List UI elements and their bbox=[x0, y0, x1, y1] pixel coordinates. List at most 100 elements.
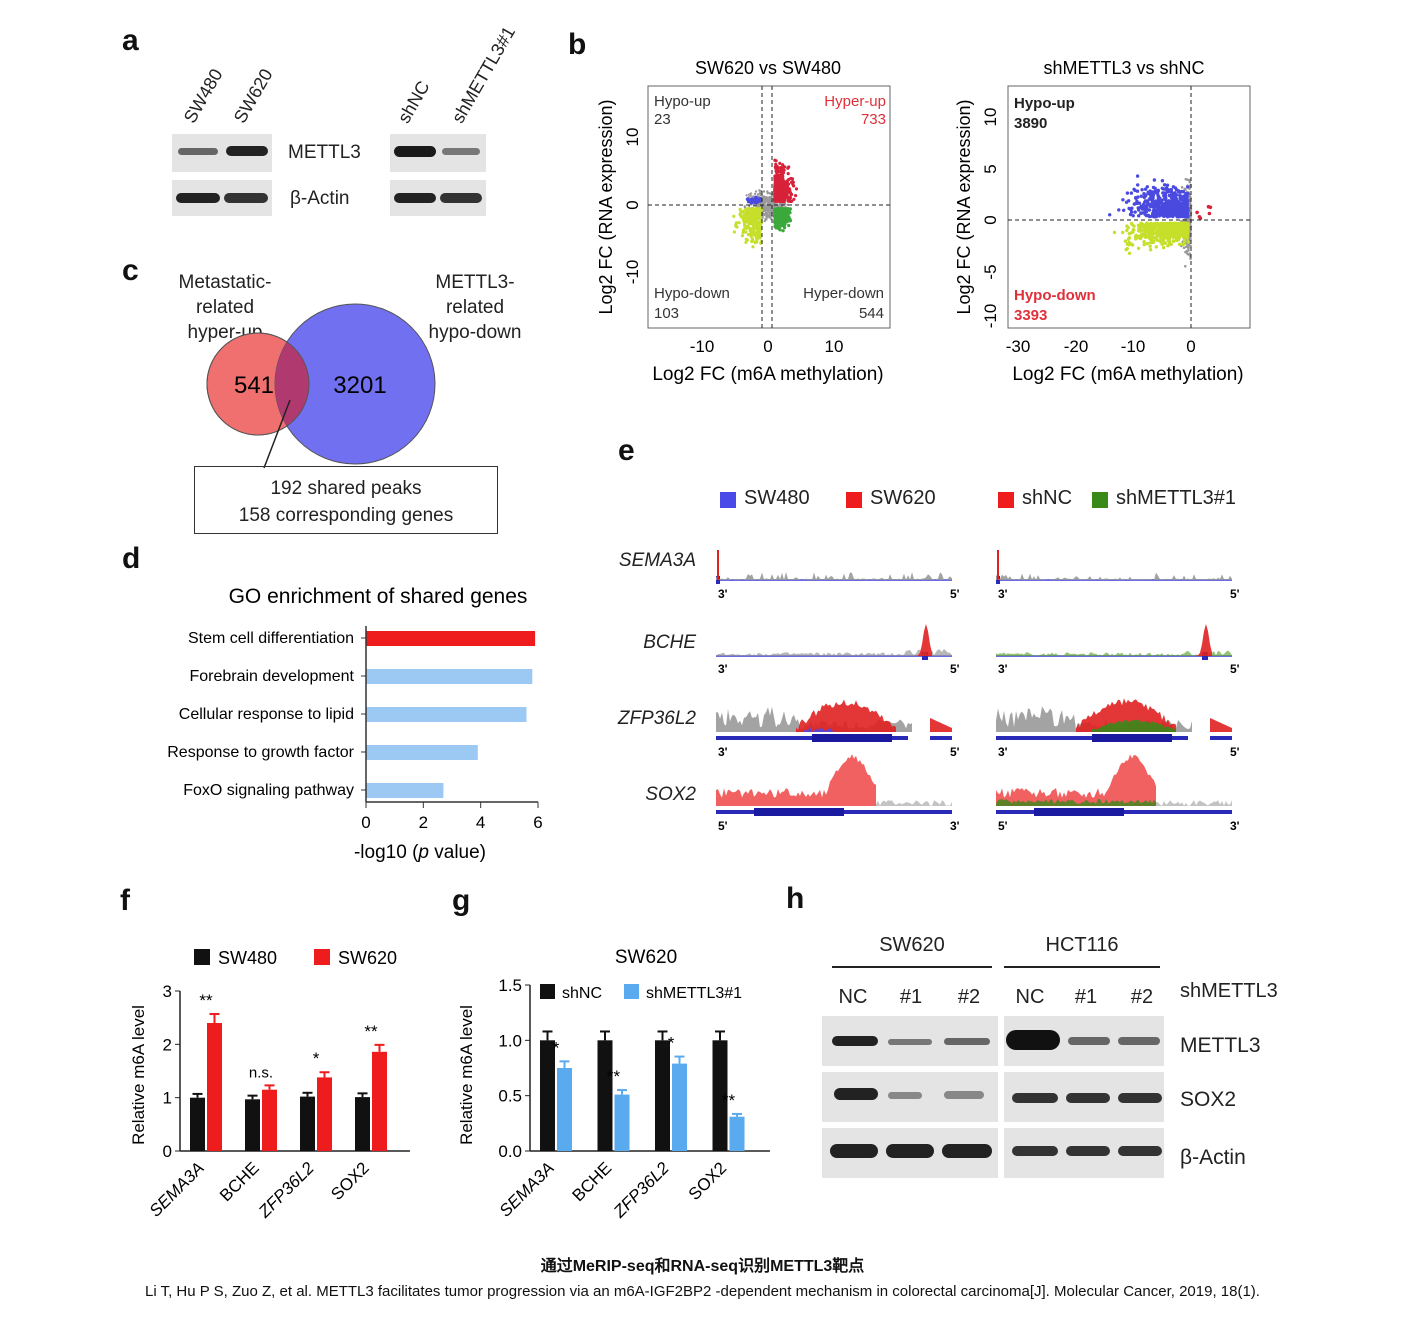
y-tick-label: 0.5 bbox=[498, 1087, 522, 1106]
b-right-point-hypo-down bbox=[1174, 231, 1178, 235]
significance-label: ** bbox=[364, 1022, 378, 1041]
h-blot-actin-sw620 bbox=[822, 1128, 998, 1178]
b-right-point-hypo-up bbox=[1117, 208, 1121, 212]
b-right-point-hypo-down bbox=[1178, 229, 1183, 234]
coverage-area-grey bbox=[716, 706, 912, 732]
h-lane-2-1: #2 bbox=[957, 986, 981, 1008]
b-left-point-hyper-up bbox=[773, 180, 777, 184]
b-left-point-hyper-down bbox=[787, 223, 791, 228]
significance-label: * bbox=[313, 1049, 320, 1068]
b-right-point-hypo-down bbox=[1154, 221, 1158, 226]
b-right-point-hypo-up bbox=[1151, 190, 1155, 194]
lane-label-shnc: shNC bbox=[393, 77, 434, 127]
b-right-point-hypo-up bbox=[1129, 191, 1134, 195]
venn-right-label-line1: METTL3- bbox=[435, 272, 515, 293]
b-right-point-hypo-up bbox=[1149, 202, 1153, 206]
b-right-point-grey bbox=[1188, 195, 1192, 199]
shared-peaks-line2: 158 corresponding genes bbox=[238, 505, 454, 526]
b-left-point-hyper-down bbox=[784, 208, 788, 212]
legend-e-sw620: SW620 bbox=[870, 487, 936, 509]
bar-shnc bbox=[540, 1040, 555, 1151]
bche-end-left-b: 3' bbox=[998, 662, 1008, 676]
b-left-point-grey bbox=[769, 206, 772, 209]
blot-a-actin-right bbox=[390, 180, 486, 216]
b-left-point-hypo-down bbox=[732, 214, 736, 218]
b-left-point-hyper-up bbox=[778, 197, 782, 202]
b-left-point-hyper-up bbox=[777, 189, 781, 193]
coverage-area-red bbox=[716, 754, 876, 806]
b-left-point-hyper-up bbox=[780, 171, 784, 175]
b-left-point-hypo-down bbox=[743, 223, 747, 227]
b-right-point-grey bbox=[1184, 264, 1187, 268]
b-right-point-hypo-down bbox=[1125, 242, 1129, 246]
b-right-point-hypo-up bbox=[1155, 210, 1160, 215]
b-left-point-hyper-down bbox=[774, 218, 778, 222]
b-right-point-hypo-down bbox=[1142, 242, 1146, 247]
b-right-point-hypo-up bbox=[1144, 213, 1149, 218]
b-right-point-hypo-up bbox=[1136, 183, 1140, 187]
legend-e-sw480: SW480 bbox=[744, 487, 810, 509]
b-left-point-grey bbox=[772, 202, 775, 206]
b-left-point-hyper-up bbox=[794, 187, 799, 191]
b-right-point-hypo-up bbox=[1143, 187, 1148, 191]
b-left-point-hypo-down bbox=[754, 224, 758, 228]
b-right-ytick-0: 0 bbox=[981, 215, 1000, 224]
b-left-point-hyper-up bbox=[778, 180, 782, 185]
b-left-point-hyper-up bbox=[789, 199, 793, 204]
b-left-point-hyper-up bbox=[781, 177, 785, 181]
b-right-point-hypo-down bbox=[1123, 239, 1128, 243]
gene-label-bche: BCHE bbox=[643, 632, 696, 653]
venn-right-label-line2: related bbox=[445, 297, 505, 318]
b-left-point-hypo-down bbox=[753, 215, 758, 219]
b-right-point-hypo-up bbox=[1152, 178, 1157, 182]
g-legend-shmettl3: shMETTL3#1 bbox=[646, 985, 742, 1002]
b-right-point-hypo-down bbox=[1124, 247, 1128, 252]
lane-label-shmettl3: shMETTL3#1 bbox=[447, 22, 520, 127]
b-right-point-hypo-down bbox=[1145, 241, 1150, 246]
b-right-point-hypo-down bbox=[1160, 228, 1164, 233]
h-group-sw620-line bbox=[832, 966, 992, 968]
panel-a-letter: a bbox=[122, 24, 139, 57]
b-left-point-hyper-up bbox=[786, 199, 790, 203]
b-left-point-hyper-up bbox=[777, 166, 781, 170]
b-right-point-hypo-up bbox=[1147, 208, 1152, 212]
b-right-point-hypo-down bbox=[1175, 238, 1179, 243]
b-left-point-hyper-down bbox=[777, 214, 781, 218]
f-legend-sw620: SW620 bbox=[338, 948, 397, 968]
b-right-point-hypo-up bbox=[1137, 201, 1142, 205]
b-right-point-hypo-up bbox=[1169, 190, 1173, 194]
panel-e-letter: e bbox=[618, 434, 635, 467]
h-blot-sox2-sw620 bbox=[822, 1072, 998, 1122]
b-right-point-hypo-down bbox=[1161, 236, 1165, 241]
b-left-point-hypo-down bbox=[746, 224, 750, 228]
b-left-point-hyper-up bbox=[774, 159, 778, 163]
b-left-hypo-down-n: 103 bbox=[654, 305, 679, 322]
b-left-point-hypo-down bbox=[750, 237, 754, 241]
bar-shmettl31 bbox=[614, 1094, 630, 1151]
b-right-point-grey bbox=[1188, 236, 1192, 240]
gene-model-cds bbox=[754, 808, 844, 816]
b-right-point-hypo-up bbox=[1184, 191, 1188, 196]
b-right-ylabel: Log2 FC (RNA expression) bbox=[954, 99, 974, 314]
coverage-area-green bbox=[996, 799, 1156, 806]
b-left-point-grey bbox=[762, 190, 766, 193]
h-lane-nc-2: NC bbox=[1015, 986, 1045, 1008]
b-right-point-hypo-down bbox=[1139, 236, 1143, 240]
b-left-point-grey bbox=[764, 212, 767, 215]
b-right-point-grey bbox=[1189, 209, 1193, 213]
b-left-point-hyper-up bbox=[773, 176, 777, 181]
b-right-point-hypo-up bbox=[1135, 174, 1140, 178]
h-blot-mettl3-sw620 bbox=[822, 1016, 998, 1066]
b-right-point-hypo-down bbox=[1146, 228, 1151, 232]
h-lane-2-2: #2 bbox=[1130, 986, 1154, 1008]
b-right-point-hypo-up bbox=[1181, 190, 1186, 194]
g-ylabel: Relative m6A level bbox=[457, 1005, 476, 1145]
gene-model-exon2 bbox=[930, 736, 952, 740]
b-right-point-hypo-up bbox=[1141, 202, 1146, 207]
sema3a-end-right-a: 5' bbox=[950, 587, 960, 601]
coverage-area-bg bbox=[716, 648, 952, 656]
b-right-point-hypo-up bbox=[1132, 202, 1136, 206]
b-right-point-hypo-up bbox=[1125, 191, 1130, 195]
b-right-point-hypo-up bbox=[1169, 205, 1173, 209]
b-left-point-hypo-down bbox=[749, 234, 753, 238]
